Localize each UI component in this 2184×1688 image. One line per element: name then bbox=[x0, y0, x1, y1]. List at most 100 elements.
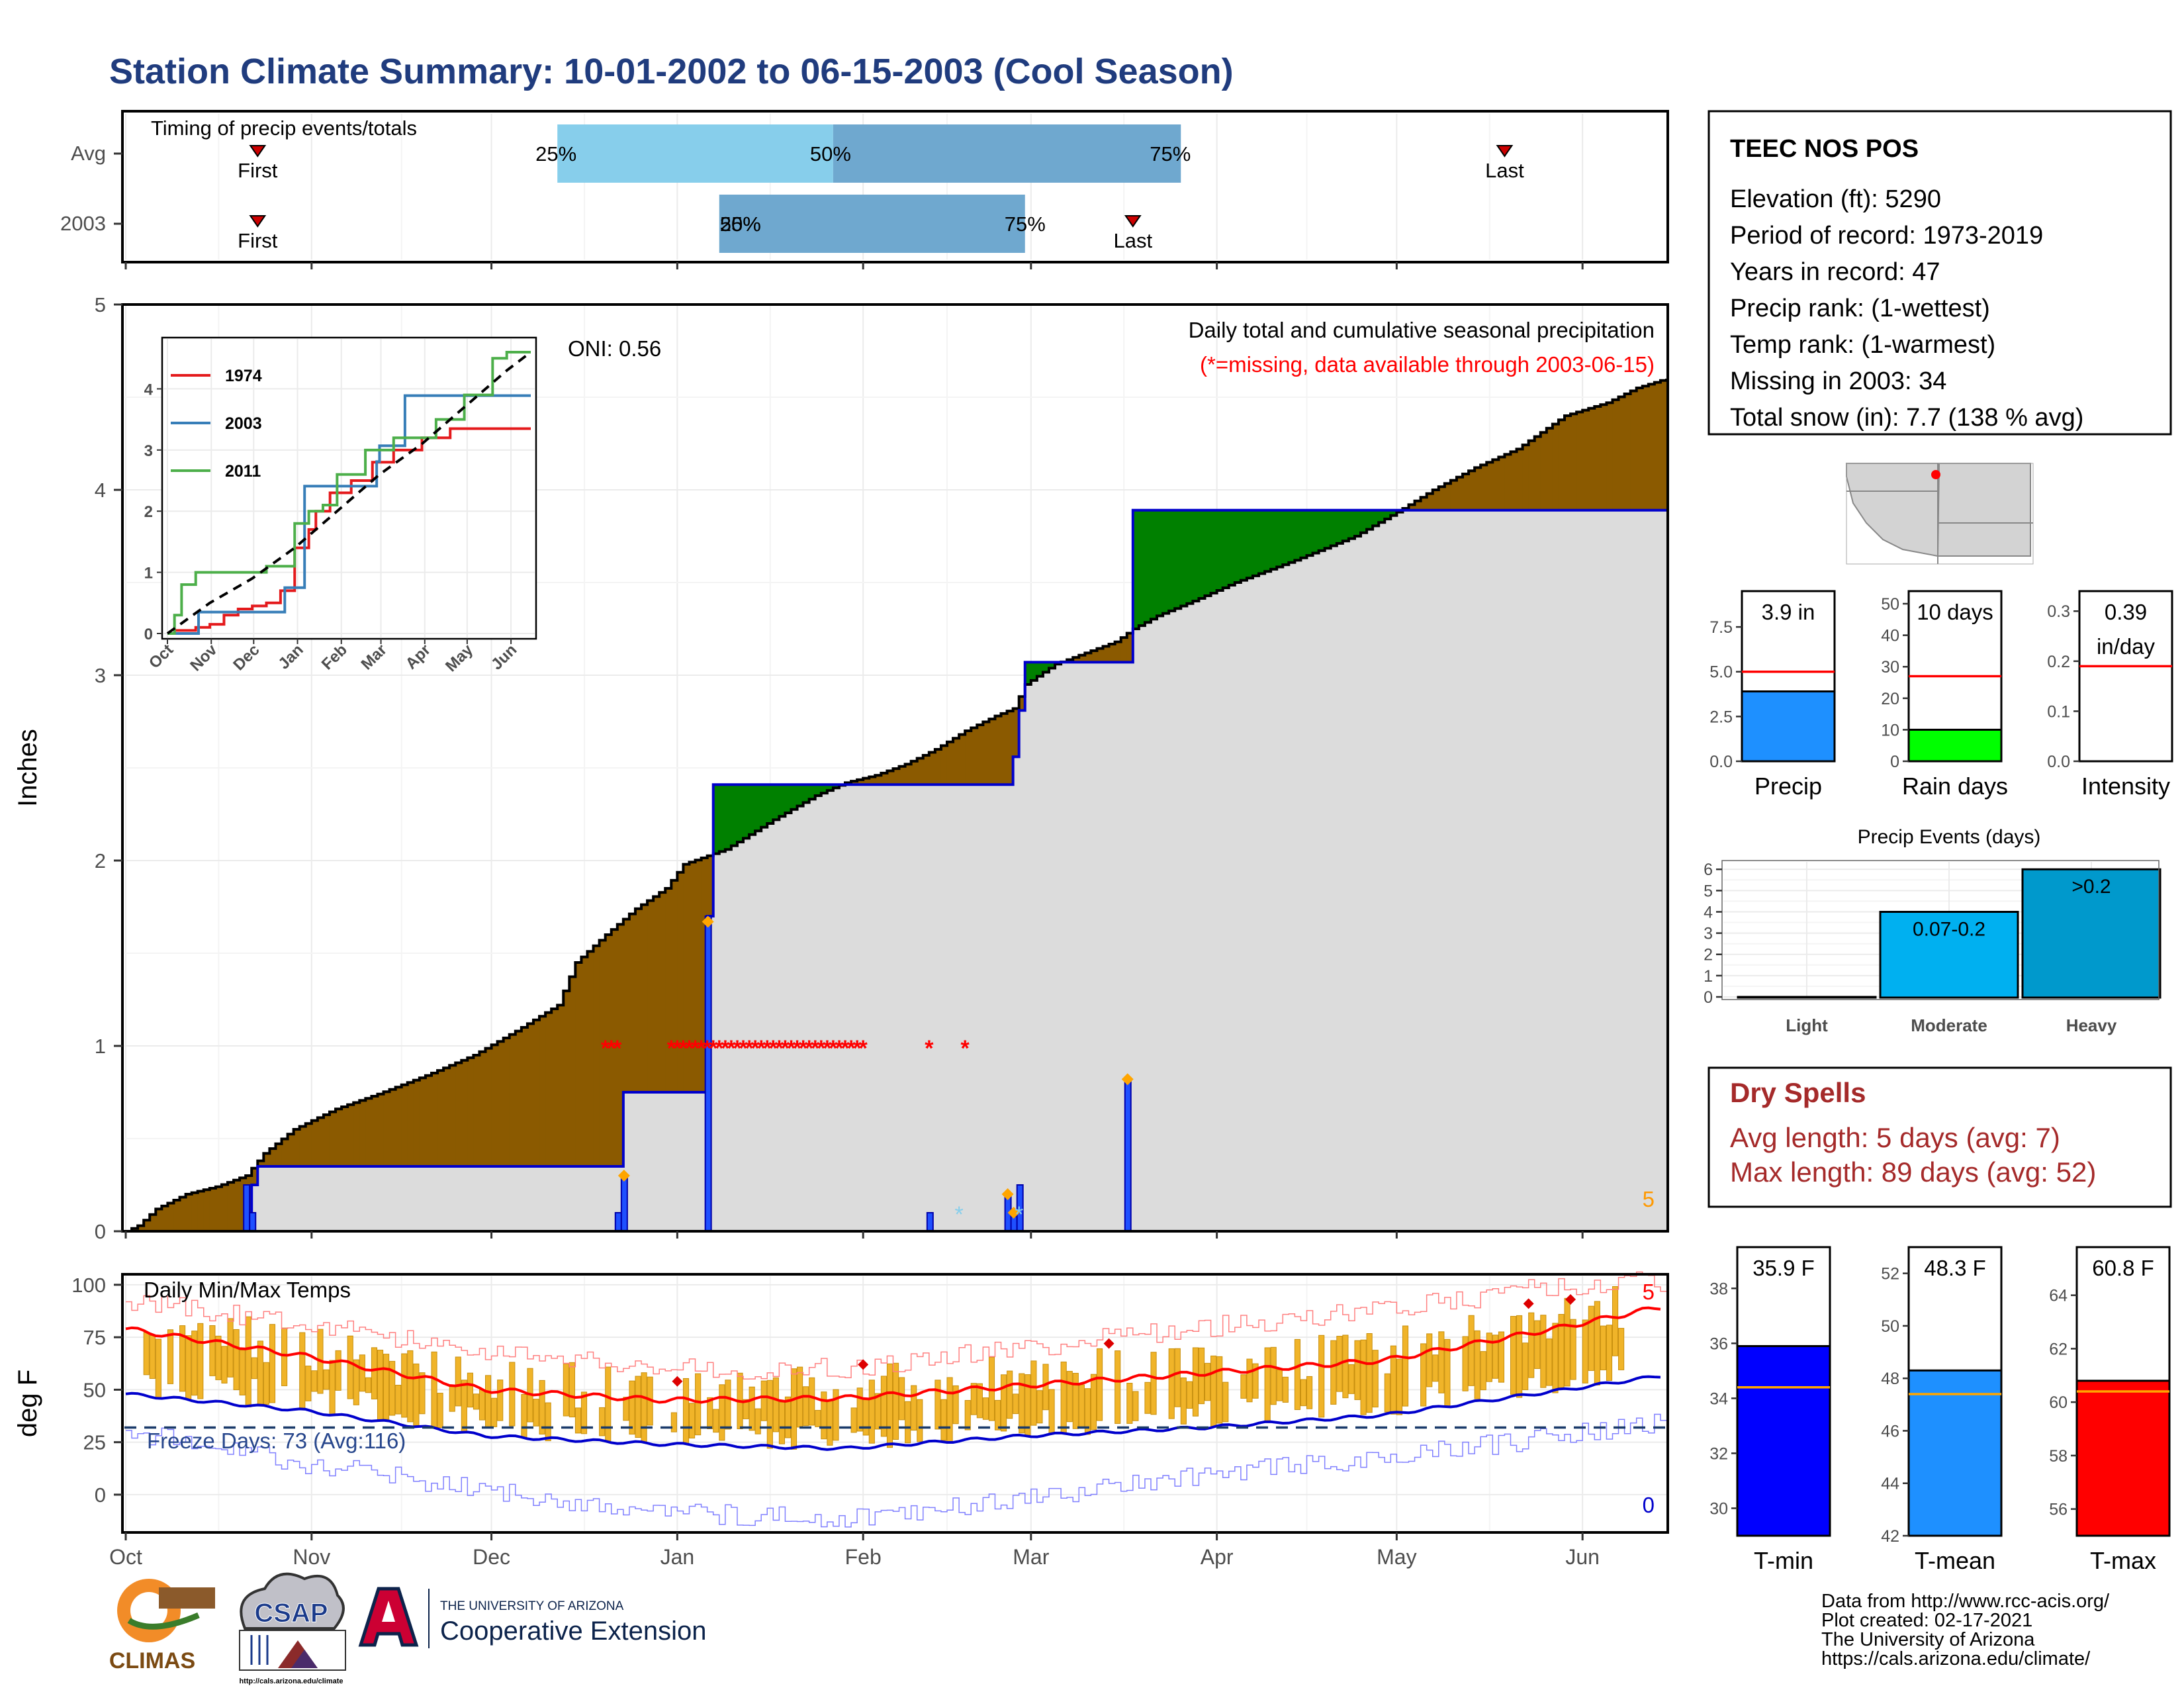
timing-first-label: First bbox=[238, 229, 278, 252]
below-avg-fill bbox=[1636, 388, 1643, 510]
below-avg-fill bbox=[401, 1084, 408, 1166]
above-avg-fill bbox=[1187, 510, 1193, 604]
below-avg-fill bbox=[263, 1153, 271, 1166]
below-avg-fill bbox=[150, 1214, 156, 1231]
below-avg-fill bbox=[527, 1023, 534, 1166]
daily-precip-marker bbox=[1121, 1073, 1134, 1086]
inset-avg-line bbox=[166, 351, 532, 635]
daily-temp-bar bbox=[1144, 1382, 1151, 1414]
daily-temp-bar bbox=[167, 1329, 174, 1384]
below-avg-fill bbox=[336, 1109, 342, 1166]
daily-temp-bar bbox=[1612, 1286, 1619, 1356]
temp-summary-label: T-mean bbox=[1915, 1547, 1995, 1574]
above-avg-fill bbox=[713, 784, 720, 854]
below-avg-fill bbox=[509, 1034, 516, 1166]
timing-first-label: First bbox=[238, 159, 278, 182]
below-avg-fill bbox=[965, 731, 972, 785]
below-avg-fill bbox=[461, 1060, 468, 1166]
inset-legend-label: 1974 bbox=[225, 367, 262, 385]
below-avg-fill bbox=[1085, 653, 1091, 663]
daily-temp-bar bbox=[874, 1393, 881, 1430]
above-avg-fill bbox=[767, 784, 774, 823]
precip-ytick-label: 0 bbox=[95, 1220, 106, 1243]
below-avg-fill bbox=[1552, 424, 1559, 510]
below-avg-fill bbox=[1420, 497, 1428, 510]
daily-temp-bar bbox=[982, 1397, 989, 1420]
daily-temp-bar bbox=[1318, 1335, 1325, 1418]
below-avg-fill bbox=[1582, 410, 1589, 510]
daily-temp-bar bbox=[1150, 1352, 1157, 1415]
missing-day-marker: * bbox=[769, 1036, 778, 1061]
daily-temp-bar bbox=[227, 1318, 234, 1378]
daily-temp-bar bbox=[1072, 1373, 1079, 1429]
daily-temp-bar bbox=[389, 1360, 396, 1416]
missing-day-marker: * bbox=[601, 1036, 610, 1061]
oni-value: ONI: 0.56 bbox=[568, 336, 661, 361]
ua-big-text: Cooperative Extension bbox=[440, 1617, 706, 1646]
daily-temp-bar bbox=[1042, 1364, 1049, 1411]
credits: Data from http://www.rcc-acis.org/Plot c… bbox=[1821, 1591, 2110, 1669]
temp-summary-label: T-max bbox=[2090, 1547, 2156, 1574]
daily-temp-bar bbox=[784, 1396, 792, 1438]
below-avg-fill bbox=[623, 919, 630, 1092]
daily-temp-bar bbox=[1594, 1301, 1600, 1385]
daily-temp-bar bbox=[778, 1401, 786, 1444]
below-avg-fill bbox=[1091, 651, 1098, 663]
daily-temp-bar bbox=[574, 1407, 582, 1434]
below-avg-fill bbox=[419, 1078, 426, 1166]
timing-avg-25-label: 25% bbox=[535, 142, 576, 165]
below-avg-fill bbox=[323, 1115, 330, 1166]
above-avg-fill bbox=[797, 784, 804, 806]
missing-day-marker: * bbox=[961, 1036, 970, 1061]
missing-day-marker: * bbox=[799, 1036, 808, 1061]
month-label: Nov bbox=[293, 1545, 330, 1569]
csap-logo-text: CSAP bbox=[254, 1599, 328, 1628]
below-avg-fill bbox=[707, 855, 714, 916]
below-avg-fill bbox=[413, 1080, 420, 1166]
daily-temp-bar bbox=[179, 1325, 186, 1392]
below-avg-fill bbox=[551, 1009, 558, 1166]
events-xtick-label: Light bbox=[1786, 1015, 1828, 1035]
below-avg-fill bbox=[881, 773, 888, 785]
events-ytick-label: 1 bbox=[1704, 967, 1713, 986]
inset-ytick-label: 2 bbox=[144, 503, 153, 521]
temp-summary-value: 35.9 F bbox=[1752, 1256, 1815, 1280]
summary-value: 10 days bbox=[1917, 600, 1993, 624]
temp-summary-ytick-label: 64 bbox=[2049, 1287, 2068, 1305]
below-avg-fill bbox=[389, 1089, 396, 1166]
below-avg-fill bbox=[365, 1098, 372, 1166]
below-avg-fill bbox=[1528, 440, 1535, 510]
above-avg-fill bbox=[1300, 510, 1308, 558]
daily-temp-bar bbox=[521, 1393, 527, 1439]
precip-ytick-label: 5 bbox=[95, 293, 106, 316]
below-avg-fill bbox=[167, 1203, 175, 1231]
summary-ytick-label: 0.3 bbox=[2047, 602, 2070, 621]
daily-temp-bar bbox=[1582, 1319, 1588, 1383]
timing-2003-bar bbox=[719, 195, 1025, 253]
month-label: Apr bbox=[1201, 1545, 1234, 1569]
station-info-line: Elevation (ft): 5290 bbox=[1730, 185, 1941, 213]
temp-summary-label: T-min bbox=[1754, 1547, 1813, 1574]
above-avg-fill bbox=[1318, 510, 1326, 551]
daily-temp-bar bbox=[821, 1391, 827, 1440]
below-avg-fill bbox=[581, 957, 588, 1166]
above-avg-fill bbox=[785, 784, 792, 813]
temp-summary-value: 48.3 F bbox=[1924, 1256, 1986, 1280]
month-label: May bbox=[1377, 1545, 1416, 1569]
below-avg-fill bbox=[1480, 465, 1487, 510]
temp-count-top: 5 bbox=[1643, 1280, 1655, 1304]
daily-temp-bar bbox=[1360, 1339, 1367, 1415]
timing-2003-25-50-label: 25% bbox=[720, 212, 761, 236]
daily-temp-bar bbox=[1210, 1355, 1217, 1428]
below-avg-fill bbox=[443, 1068, 450, 1166]
daily-temp-bar bbox=[1252, 1363, 1259, 1399]
missing-day-marker: * bbox=[673, 1036, 682, 1061]
below-avg-fill bbox=[1660, 380, 1667, 510]
daily-temp-bar bbox=[1534, 1320, 1541, 1369]
daily-temp-bar bbox=[1540, 1315, 1547, 1388]
summary-frame bbox=[2078, 590, 2173, 763]
above-avg-fill bbox=[1193, 510, 1200, 601]
daily-temp-bar bbox=[1528, 1312, 1535, 1378]
daily-temp-bar bbox=[569, 1362, 575, 1418]
daily-temp-bar bbox=[1168, 1348, 1175, 1419]
